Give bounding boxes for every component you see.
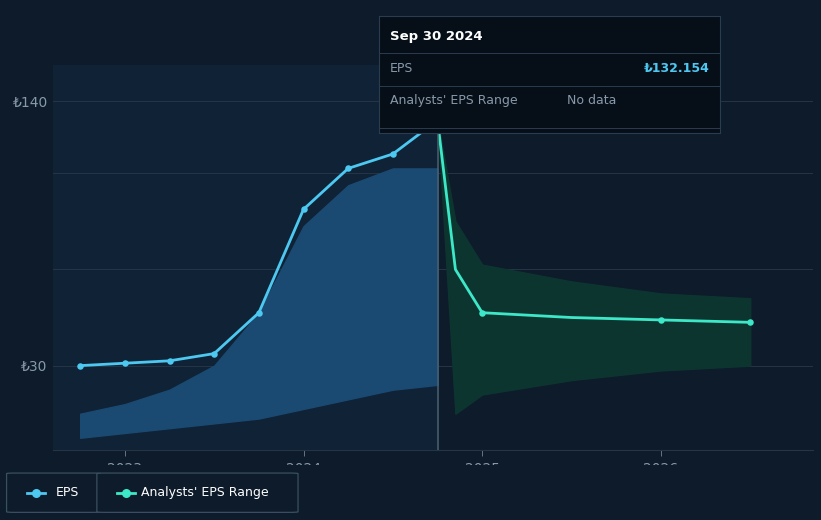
FancyBboxPatch shape — [97, 473, 298, 512]
Text: Sep 30 2024: Sep 30 2024 — [389, 30, 482, 43]
Point — [74, 361, 87, 370]
Point — [744, 318, 757, 327]
FancyBboxPatch shape — [7, 473, 101, 512]
Point — [163, 357, 176, 365]
Text: Analysts' EPS Range: Analysts' EPS Range — [389, 94, 517, 107]
Point — [387, 150, 400, 158]
Point — [431, 116, 444, 124]
Point — [654, 316, 667, 324]
Point — [252, 308, 265, 317]
Point — [732, 240, 745, 249]
Point — [475, 308, 488, 317]
Point — [208, 349, 221, 358]
Text: ₺132.154: ₺132.154 — [644, 62, 710, 75]
Point — [297, 205, 310, 213]
Text: Actual: Actual — [388, 85, 430, 98]
Text: No data: No data — [566, 94, 616, 107]
Point — [118, 359, 131, 367]
Point — [431, 116, 444, 124]
Text: EPS: EPS — [56, 486, 79, 499]
Bar — [53, 65, 438, 450]
Point — [342, 164, 355, 173]
Text: Analysts Forecasts: Analysts Forecasts — [445, 85, 554, 98]
Text: Analysts' EPS Range: Analysts' EPS Range — [141, 486, 268, 499]
Text: EPS: EPS — [389, 62, 413, 75]
